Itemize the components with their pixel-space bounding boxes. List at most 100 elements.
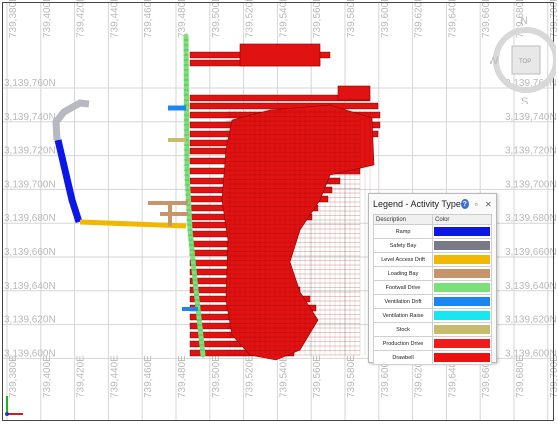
color-swatch (434, 311, 490, 320)
easting-label-bottom: 739,640E (447, 355, 458, 398)
easting-label-top: 739,460E (143, 0, 154, 38)
grid-labels: 739,380E 739,380E 739,400E 739,400E 739,420E… (4, 0, 558, 398)
restore-icon[interactable]: ▫ (474, 199, 478, 209)
legend-table: Description Color Ramp Safety Bay Level Ac… (372, 214, 492, 365)
northing-label-right: 3,139,700N (505, 179, 557, 190)
legend-row: Loading Bay (372, 266, 492, 281)
easting-label-top: 739,560E (312, 0, 323, 38)
easting-label-top: 739,620E (414, 0, 425, 38)
easting-label-bottom: 739,440E (109, 355, 120, 398)
northing-label-right: 3,139,720N (505, 146, 557, 157)
legend-row: Level Access Drift (372, 252, 492, 267)
mine-workings (52, 33, 381, 361)
ramp (54, 139, 83, 224)
legend-row: Safety Bay (372, 238, 492, 253)
legend-item-label: Stock (372, 322, 434, 337)
legend-item-swatch (432, 336, 492, 351)
color-swatch (434, 283, 490, 292)
legend-row: Ramp (372, 224, 492, 239)
easting-label-bottom: 739,660E (481, 355, 492, 398)
northing-label-left: 3,139,600N (4, 348, 56, 359)
legend-row: Footwall Drive (372, 280, 492, 295)
easting-label-top: 739,420E (76, 0, 87, 38)
easting-label-top: 739,540E (278, 0, 289, 38)
legend-item-swatch (432, 350, 492, 365)
legend-col-color: Color (432, 214, 492, 225)
legend-title-bar[interactable]: Legend - Activity Type ? ▫ ✕ (369, 194, 496, 214)
legend-item-swatch (432, 294, 492, 309)
easting-label-bottom: 739,560E (312, 355, 323, 398)
view-cube-compass[interactable]: N S W TOP (488, 12, 558, 108)
view-cube-top-label: TOP (519, 59, 531, 65)
legend-item-swatch (432, 238, 492, 253)
z-axis-icon (5, 412, 9, 416)
easting-label-bottom: 739,580E (346, 355, 357, 398)
legend-item-label: Ramp (372, 224, 434, 239)
easting-label-bottom: 739,620E (414, 355, 425, 398)
northing-label-right: 3,139,660N (505, 247, 557, 258)
legend-row: Drawbell (372, 350, 492, 365)
production-drive (189, 349, 295, 357)
easting-label-top: 739,380E (8, 0, 19, 38)
easting-label-bottom: 739,600E (380, 355, 391, 398)
easting-label-top: 739,680E (515, 0, 526, 38)
northing-label-left: 3,139,620N (4, 315, 56, 326)
easting-label-bottom: 739,520E (245, 355, 256, 398)
legend-item-swatch (432, 308, 492, 323)
drawbell-zone-ne (337, 85, 371, 101)
northing-label-right: 3,139,740N (505, 112, 557, 123)
color-swatch (434, 353, 490, 362)
color-swatch (434, 269, 490, 278)
close-icon[interactable]: ✕ (485, 199, 492, 209)
northing-label-left: 3,139,740N (4, 112, 56, 123)
easting-label-top: 739,520E (245, 0, 256, 38)
northing-label-left: 3,139,700N (4, 179, 56, 190)
viewport-border (2, 2, 554, 421)
easting-label-bottom: 739,420E (76, 355, 87, 398)
northing-label-right: 3,139,600N (505, 348, 557, 359)
easting-label-bottom: 739,540E (278, 355, 289, 398)
easting-label-bottom: 739,480E (177, 355, 188, 398)
northing-label-right: 3,139,640N (505, 281, 557, 292)
northing-label-left: 3,139,760N (4, 78, 56, 89)
legend-row: Ventilation Drift (372, 294, 492, 309)
help-icon[interactable]: ? (460, 199, 469, 209)
northing-label-left: 3,139,640N (4, 281, 56, 292)
color-swatch (434, 339, 490, 348)
easting-label-bottom: 739,460E (143, 355, 154, 398)
axis-triad (3, 392, 27, 418)
northing-label-left: 3,139,680N (4, 213, 56, 224)
easting-label-top: 739,660E (481, 0, 492, 38)
color-swatch (434, 325, 490, 334)
legend-item-swatch (432, 252, 492, 267)
view-cube[interactable] (511, 45, 541, 75)
easting-label-top: 739,400E (42, 0, 53, 38)
compass-north: N (520, 15, 528, 27)
drawbell-zone (221, 104, 375, 361)
legend-item-label: Footwall Drive (372, 280, 434, 295)
easting-label-bottom: 739,680E (515, 355, 526, 398)
easting-label-top: 739,480E (177, 0, 188, 38)
legend-row: Stock (372, 322, 492, 337)
legend-row: Ventilation Raise (372, 308, 492, 323)
loading-bay (148, 201, 188, 226)
northing-label-left: 3,139,660N (4, 247, 56, 258)
easting-label-top: 739,500E (211, 0, 222, 38)
legend-item-label: Drawbell (372, 350, 434, 365)
easting-label-top: 739,440E (109, 0, 120, 38)
legend-item-label: Ventilation Drift (372, 294, 434, 309)
northing-label-right: 3,139,760N (505, 78, 557, 89)
easting-label-bottom: 739,500E (211, 355, 222, 398)
easting-label-top: 739,580E (346, 0, 357, 38)
legend-item-label: Production Drive (372, 336, 434, 351)
legend-item-swatch (432, 224, 492, 239)
legend-item-label: Loading Bay (372, 266, 434, 281)
legend-row: Production Drive (372, 336, 492, 351)
legend-panel[interactable]: Legend - Activity Type ? ▫ ✕ Description… (368, 193, 497, 365)
legend-item-label: Level Access Drift (372, 252, 434, 267)
legend-col-description: Description (372, 214, 434, 225)
legend-item-label: Safety Bay (372, 238, 434, 253)
legend-item-label: Ventilation Raise (372, 308, 434, 323)
drawbell-zone-north (239, 43, 321, 67)
